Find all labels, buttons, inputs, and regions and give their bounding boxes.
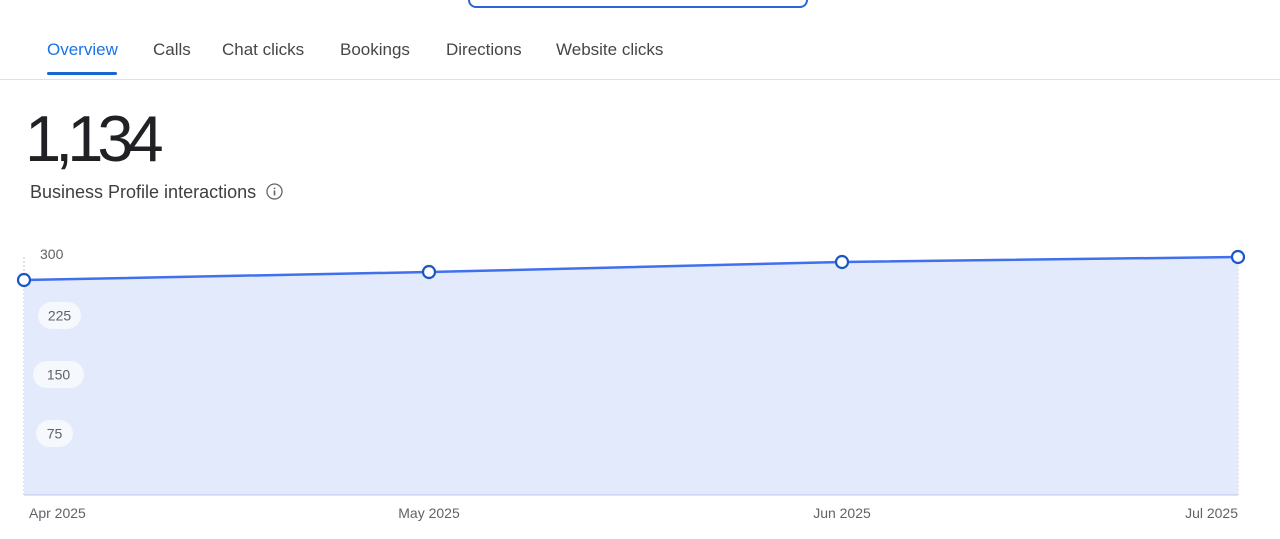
svg-text:150: 150	[47, 367, 71, 383]
svg-text:Jun 2025: Jun 2025	[813, 505, 871, 521]
svg-text:Apr 2025: Apr 2025	[29, 505, 86, 521]
svg-text:May 2025: May 2025	[398, 505, 460, 521]
svg-text:Jul 2025: Jul 2025	[1185, 505, 1238, 521]
svg-text:225: 225	[48, 308, 72, 324]
svg-text:300: 300	[40, 246, 64, 262]
svg-text:75: 75	[47, 426, 63, 442]
